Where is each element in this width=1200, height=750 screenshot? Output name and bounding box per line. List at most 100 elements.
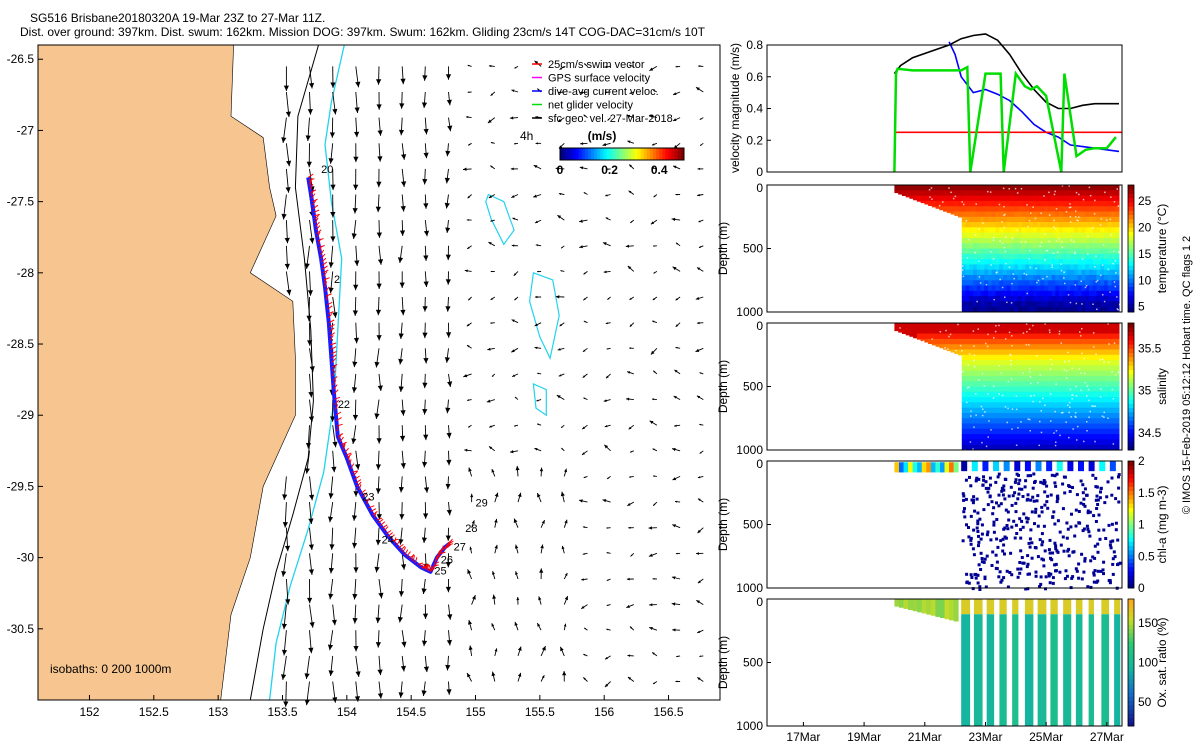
chla-sample-359 [994, 566, 998, 570]
temperature-cell-55-9 [1100, 232, 1105, 239]
oxygen-cast-surface [1101, 599, 1110, 615]
temperature-cell-15-0 [950, 185, 955, 191]
temperature-cell-55-1 [1100, 190, 1105, 197]
temperature-cell-48-22 [1074, 301, 1079, 308]
temperature-cell-28-10 [999, 237, 1004, 244]
temperature-cell-49-12 [1077, 248, 1083, 255]
chla-sample-170 [1093, 544, 1097, 548]
salinity-cell-52-8 [1089, 365, 1094, 372]
temperature-sample-dot-243 [1092, 303, 1094, 305]
salinity-cell-44-14 [1059, 397, 1064, 403]
salinity-cell-52-17 [1089, 413, 1094, 419]
salinity-cell-43-22 [1055, 439, 1060, 446]
temperature-sample-dot-200 [1053, 219, 1055, 222]
chla-sample-155 [1091, 555, 1095, 559]
salinity-cell-46-1 [1066, 328, 1071, 335]
salinity-cell-1-0 [898, 323, 903, 329]
salinity-cbar-swatch-21 [1128, 356, 1134, 362]
salinity-cell-36-2 [1029, 333, 1034, 340]
day-label-24: 24 [382, 534, 394, 546]
salinity-cell-22-20 [976, 428, 982, 435]
temperature-cell-35-3 [1025, 200, 1030, 207]
temperature-sample-dot-201 [1002, 187, 1005, 190]
salinity-cbar-swatch-19 [1128, 365, 1134, 370]
temperature-sample-dot-194 [1054, 227, 1057, 230]
temperature-sample-dot-82 [1011, 237, 1014, 239]
salinity-cell-30-9 [1006, 370, 1011, 377]
temperature-sample-dot-94 [1061, 185, 1064, 187]
temperature-sample-dot-119 [930, 187, 933, 189]
temperature-sample-dot-66 [1035, 267, 1037, 270]
velocity-arrowhead-46 [466, 116, 469, 119]
chla-cbar-swatch-7 [1128, 554, 1134, 559]
chla-cbar-swatch-17 [1128, 511, 1134, 517]
temperature-cell-59-11 [1115, 243, 1120, 249]
salinity-cell-38-2 [1036, 333, 1041, 340]
temperature-sample-dot-31 [1026, 292, 1028, 295]
salinity-sample-dot-120 [1054, 410, 1056, 413]
salinity-cell-47-21 [1070, 434, 1075, 440]
salinity-sample-dot-79 [1080, 335, 1082, 337]
chla-sample-61 [1001, 493, 1005, 497]
chla-sample-86 [1012, 519, 1016, 523]
time-xtick-label-2: 21Mar [908, 730, 942, 744]
swim-vector-9-4 [351, 470, 358, 473]
velocity-arrowhead-126 [557, 215, 562, 219]
time-xtick-label-5: 27Mar [1090, 730, 1124, 744]
swim-vector-15-7 [435, 554, 441, 560]
temperature-cell-22-7 [976, 222, 982, 228]
temperature-cell-22-1 [976, 190, 982, 197]
temperature-cell-32-10 [1014, 237, 1019, 244]
oxygen-cbar-swatch-14 [1128, 662, 1134, 668]
salinity-cell-5-0 [913, 323, 918, 329]
salinity-cell-59-20 [1115, 428, 1120, 435]
temperature-cell-58-21 [1111, 296, 1116, 302]
chla-sample-132 [972, 553, 976, 557]
salinity-cell-14-4 [946, 344, 952, 350]
temperature-cell-42-7 [1051, 222, 1056, 228]
oxygen-cbar-frame [1127, 598, 1135, 727]
chla-sample-166 [1019, 567, 1023, 571]
chla-sample-253 [1112, 550, 1116, 554]
velocity-arrowhead-33 [604, 91, 608, 94]
temperature-cell-54-18 [1096, 280, 1101, 287]
temperature-cell-27-11 [995, 243, 1000, 249]
salinity-cell-22-13 [976, 391, 982, 398]
temperature-cell-41-3 [1047, 200, 1053, 207]
velocity-arrowhead-250 [467, 399, 470, 401]
velocity-arrowhead-156 [376, 283, 382, 289]
temperature-cell-55-20 [1100, 290, 1105, 297]
salinity-sample-dot-144 [966, 401, 968, 404]
salinity-cell-56-13 [1104, 391, 1109, 398]
salinity-sample-dot-84 [1049, 368, 1052, 370]
salinity-sample-dot-165 [1088, 416, 1090, 418]
temperature-cell-45-6 [1062, 216, 1068, 223]
salinity-cell-40-19 [1044, 423, 1049, 430]
temperature-cell-30-9 [1006, 232, 1011, 239]
velocity-arrowhead-220 [606, 348, 609, 350]
velocity-arrowhead-75 [700, 144, 702, 146]
velocity-arrowhead-240 [653, 370, 656, 373]
salinity-cell-36-8 [1029, 365, 1034, 372]
swim-vector-0-4 [309, 183, 314, 190]
chla-sample-312 [1071, 486, 1074, 489]
salinity-sample-dot-140 [981, 441, 983, 444]
temperature-cell-28-20 [999, 290, 1004, 297]
salinity-cell-42-15 [1051, 402, 1056, 409]
temperature-cell-48-14 [1074, 259, 1079, 265]
temperature-cell-23-11 [980, 243, 985, 249]
velocity-arrowhead-274 [604, 425, 608, 428]
salinity-sample-dot-93 [1079, 331, 1081, 333]
day-label-28: 28 [465, 523, 477, 535]
temperature-sample-dot-209 [1073, 240, 1075, 243]
temperature-cell-32-9 [1014, 232, 1019, 239]
chla-surface-cast [1046, 461, 1053, 472]
salinity-cell-50-5 [1081, 349, 1086, 356]
swim-vector-9-5 [352, 471, 358, 477]
salinity-cell-44-1 [1059, 328, 1064, 335]
salinity-cell-28-3 [999, 338, 1004, 345]
salinity-cell-20-6 [969, 354, 974, 361]
velocity-arrowhead-27 [467, 91, 470, 93]
temperature-sample-dot-49 [1001, 242, 1004, 244]
